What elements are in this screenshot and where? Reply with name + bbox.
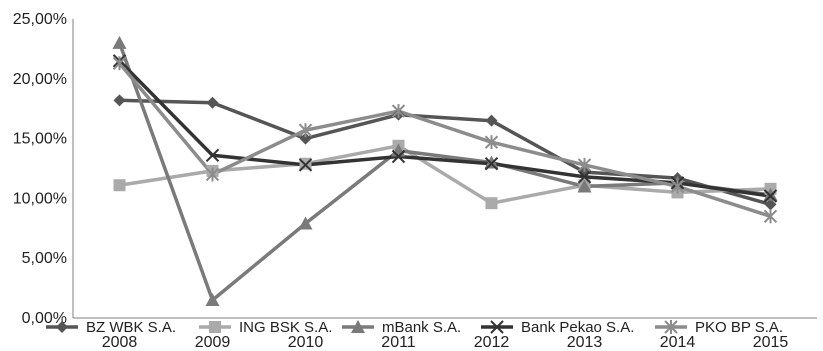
y-tick-label: 10,00% (13, 190, 67, 207)
data-point (577, 179, 592, 193)
legend-label: ING BSK S.A. (239, 319, 332, 336)
series-line (118, 62, 772, 218)
legend-label: mBank S.A. (382, 319, 461, 336)
y-tick-label: 15,00% (13, 131, 67, 148)
data-point (763, 187, 778, 201)
legend-label: PKO BP S.A. (695, 319, 783, 336)
data-point (485, 197, 498, 210)
x-tick-label: 2009 (195, 334, 231, 351)
legend-marker (664, 320, 678, 334)
legend-label: Bank Pekao S.A. (521, 319, 634, 336)
y-tick-labels: 0,00% 5,00% 10,00% 15,00% 20,00% 25,00% (13, 11, 67, 327)
data-point (577, 170, 592, 184)
data-point (391, 104, 406, 119)
x-tick-labels: 2008 2009 2010 2011 2012 2013 2014 2015 (102, 334, 789, 351)
y-tick-label: 5,00% (22, 250, 67, 267)
data-point (764, 198, 777, 211)
legend: BZ WBK S.A. ING BSK S.A. mBank S.A. Bank Pe… (46, 319, 783, 336)
data-point (763, 189, 778, 203)
series-line (119, 98, 771, 207)
legend-marker (490, 320, 504, 334)
data-point (298, 158, 313, 172)
data-point (298, 123, 313, 138)
x-tick-label: 2011 (381, 334, 416, 351)
data-point (298, 216, 313, 230)
legend-marker (209, 321, 221, 333)
data-point (205, 148, 220, 163)
data-point (484, 157, 499, 171)
data-point (206, 96, 219, 109)
legend-marker (56, 321, 68, 333)
data-point (112, 56, 127, 71)
data-point (484, 135, 499, 150)
data-point (577, 157, 592, 172)
data-point (113, 179, 126, 192)
x-tick-label: 2012 (474, 334, 510, 351)
legend-marker (351, 320, 365, 333)
x-tick-label: 2013 (567, 334, 603, 351)
legend-item: BZ WBK S.A. (46, 319, 176, 336)
data-point (205, 293, 220, 307)
x-tick-label: 2015 (753, 334, 789, 351)
x-tick-label: 2010 (288, 334, 324, 351)
series-lines (117, 42, 772, 302)
y-tick-label: 25,00% (13, 11, 67, 28)
series-markers (112, 35, 778, 307)
data-point (670, 179, 685, 194)
x-tick-label: 2014 (660, 334, 696, 351)
legend-item: mBank S.A. (342, 319, 461, 336)
axes (72, 19, 817, 319)
legend-label: BZ WBK S.A. (86, 319, 176, 336)
series-line (119, 144, 771, 205)
x-tick-label: 2008 (102, 334, 138, 351)
data-point (205, 167, 220, 182)
data-point (484, 155, 499, 169)
y-tick-label: 20,00% (13, 71, 67, 88)
data-point (299, 132, 312, 145)
data-point (112, 35, 127, 49)
data-point (763, 209, 778, 224)
legend-item: PKO BP S.A. (655, 319, 783, 336)
legend-item: Bank Pekao S.A. (481, 319, 634, 336)
data-point (485, 114, 498, 127)
data-point (391, 149, 406, 164)
y-tick-label: 0,00% (22, 310, 67, 327)
legend-item: ING BSK S.A. (199, 319, 332, 336)
data-point (113, 94, 126, 107)
